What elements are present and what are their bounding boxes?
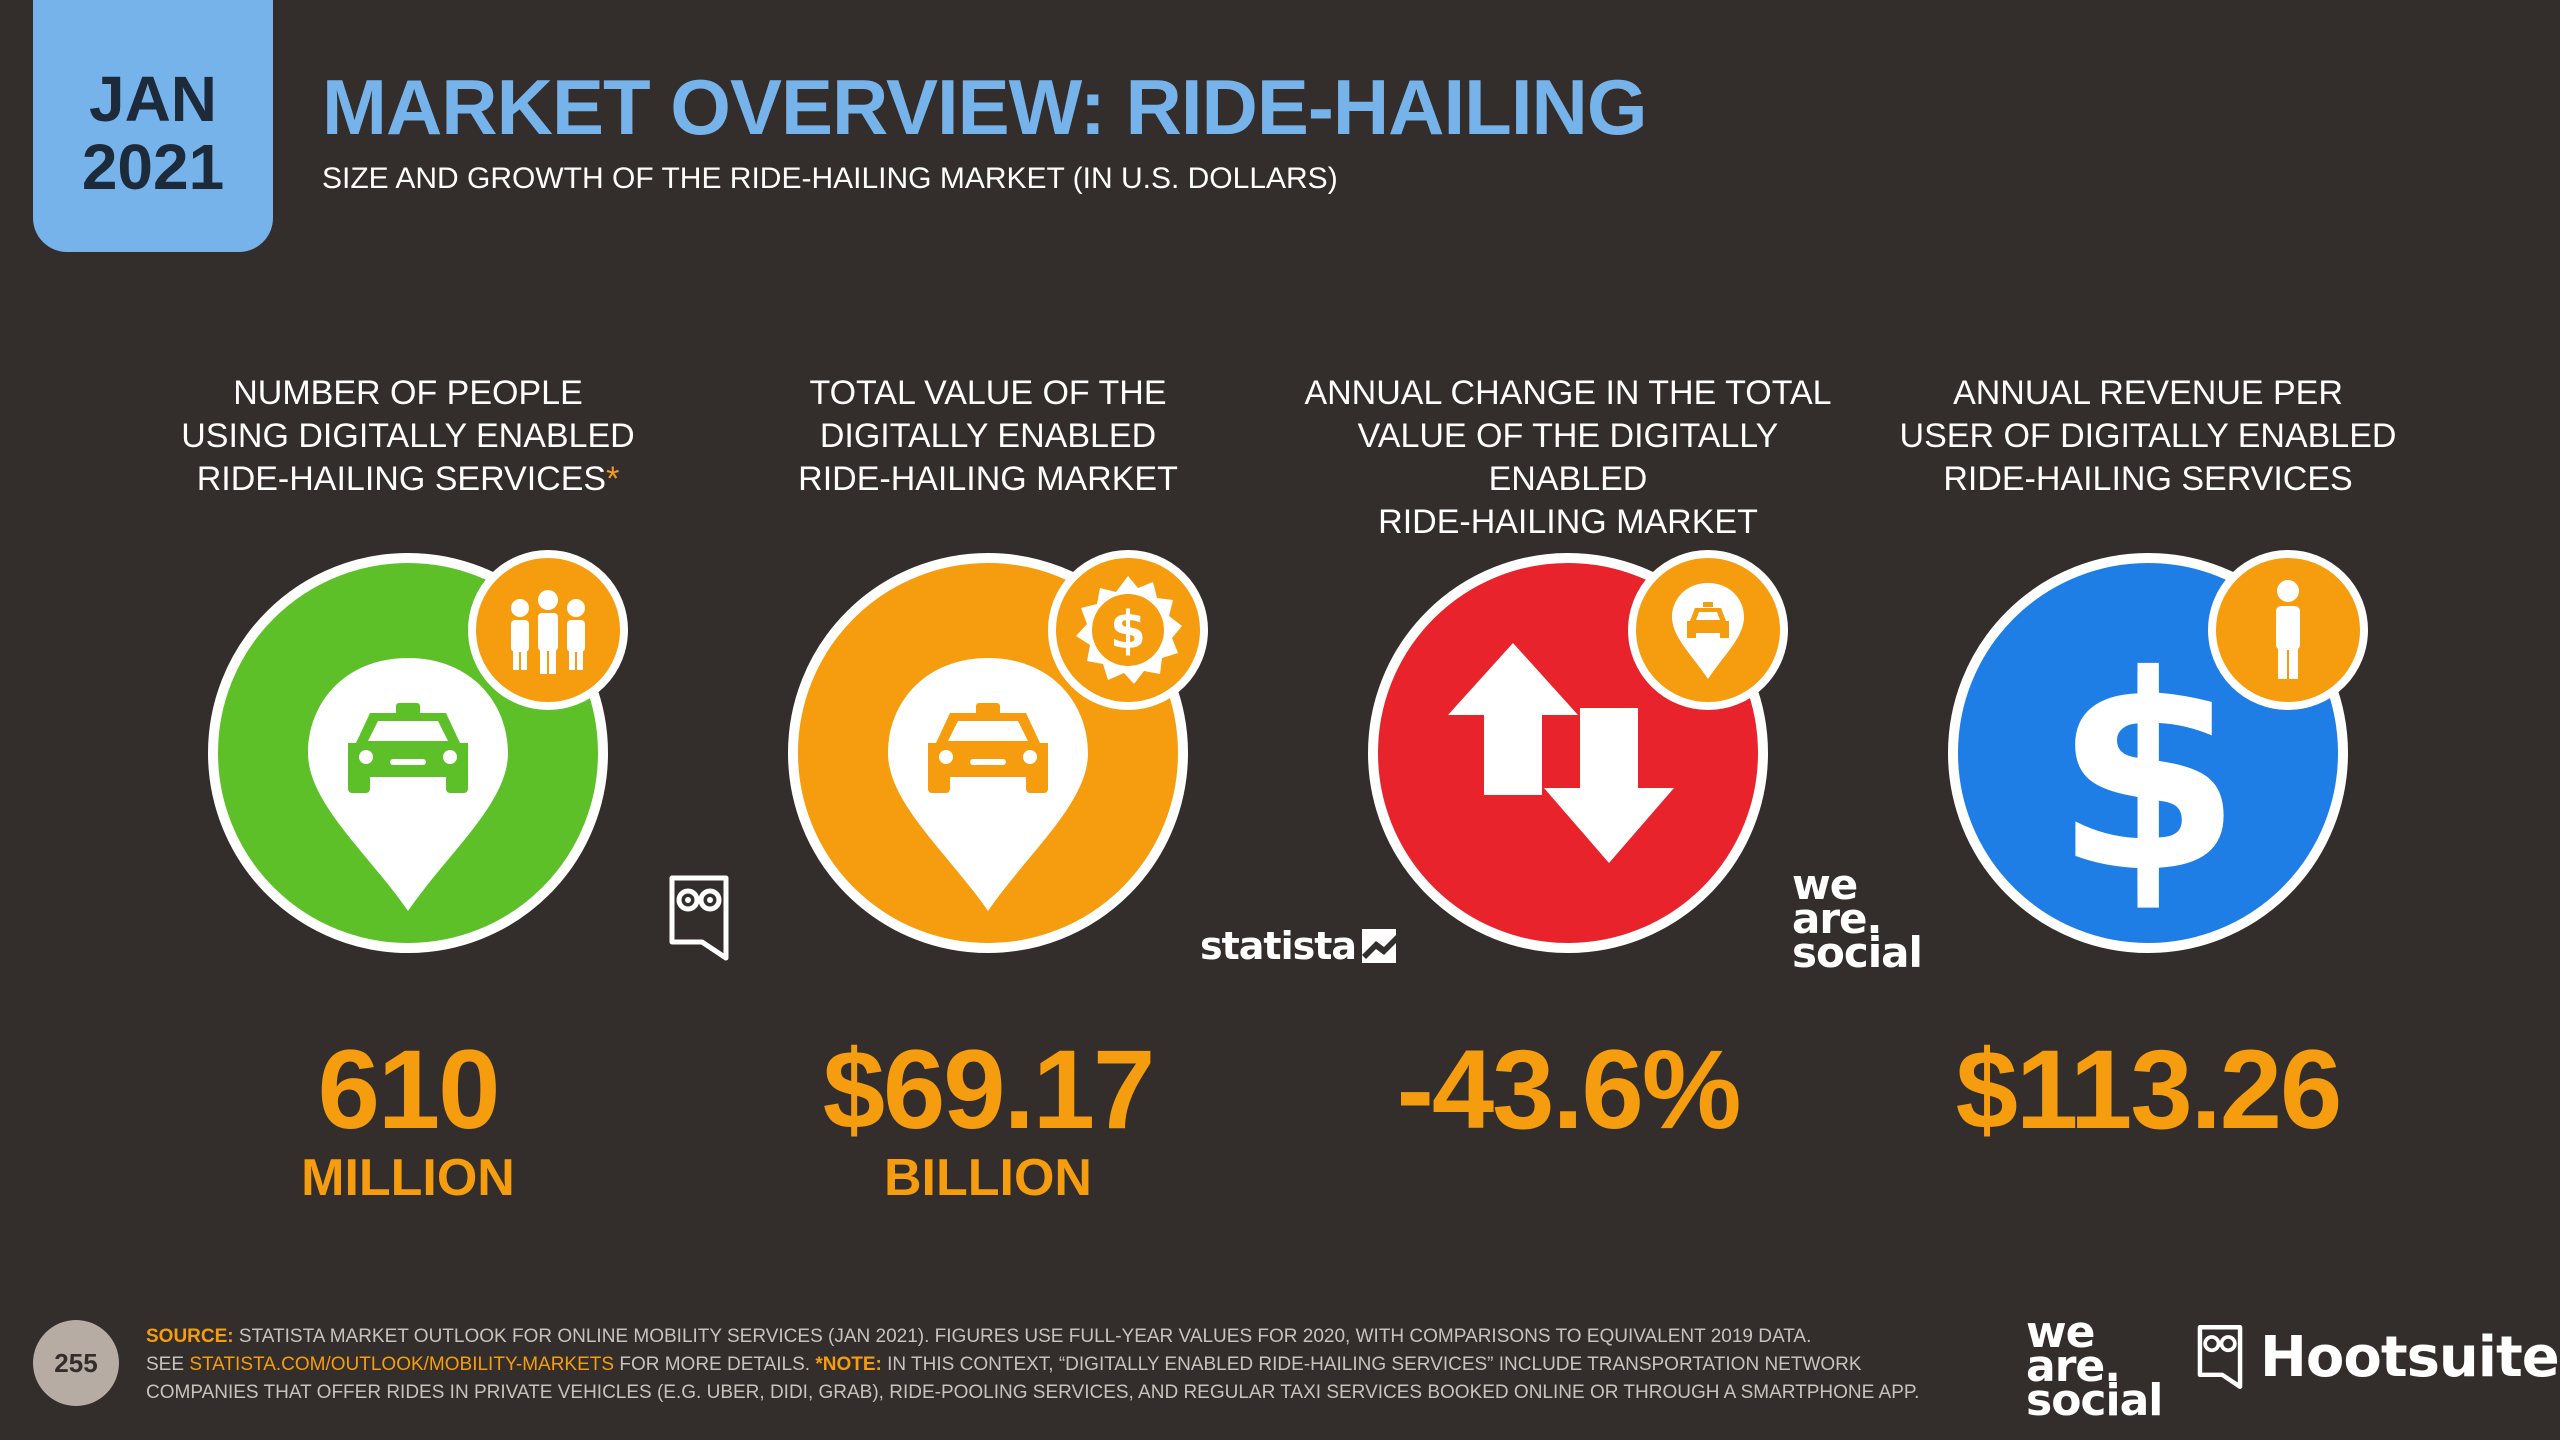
- dollar-badge-icon: $: [1076, 576, 1182, 684]
- people-icon: [511, 590, 585, 674]
- source-link[interactable]: STATISTA.COM/OUTLOOK/MOBILITY-MARKETS: [189, 1354, 615, 1375]
- page-title: MARKET OVERVIEW: RIDE-HAILING: [322, 63, 1647, 151]
- svg-text:$: $: [1110, 601, 1146, 661]
- owl-icon: [669, 875, 729, 961]
- stat-circle: $: [1948, 553, 2348, 953]
- stat-value: $69.17: [822, 1027, 1156, 1152]
- stat-badge: [468, 550, 628, 710]
- page-subtitle: SIZE AND GROWTH OF THE RIDE-HAILING MARK…: [322, 162, 1338, 195]
- stat-unit: BILLION: [884, 1149, 1092, 1207]
- stat-value: -43.6%: [1396, 1027, 1742, 1152]
- stat-label: TOTAL VALUE OF THE DIGITALLY ENABLED RID…: [798, 374, 1178, 498]
- stat-badge: [2208, 550, 2368, 710]
- dollar-sign-icon: $: [2054, 617, 2242, 932]
- stat-unit: MILLION: [301, 1149, 515, 1207]
- statista-mark-icon: [1362, 929, 1397, 963]
- stat-label: NUMBER OF PEOPLE USING DIGITALLY ENABLED…: [181, 374, 635, 498]
- svg-text:$: $: [2054, 617, 2242, 932]
- stat-label: ANNUAL REVENUE PER USER OF DIGITALLY ENA…: [1899, 374, 2397, 498]
- stat-circle: [1368, 553, 1768, 953]
- date-badge: JAN 2021: [33, 0, 273, 252]
- we-are-social-footer-logo: we are. social: [2026, 1307, 2163, 1426]
- stat-value: $113.26: [1955, 1027, 2343, 1152]
- stat-badge: $: [1048, 550, 1208, 710]
- stat-value: 610: [317, 1027, 501, 1152]
- up-down-arrows-icon: [1448, 643, 1674, 863]
- date-month: JAN: [88, 63, 218, 135]
- taxi-pin-icon: [308, 658, 508, 911]
- taxi-pin-icon: [888, 658, 1088, 911]
- date-year: 2021: [81, 131, 225, 203]
- page-number: 255: [33, 1320, 119, 1406]
- statista-logo: statista: [1200, 924, 1397, 968]
- hootsuite-owl-logo: [664, 872, 734, 969]
- stat-label: ANNUAL CHANGE IN THE TOTAL VALUE OF THE …: [1304, 374, 1832, 541]
- stat-badge: [1628, 550, 1788, 710]
- person-icon: [2276, 580, 2300, 679]
- we-are-social-logo: we are. social: [1792, 860, 1923, 977]
- taxi-pin-icon: [1672, 583, 1744, 679]
- source-note: SOURCE: STATISTA MARKET OUTLOOK FOR ONLI…: [146, 1326, 1920, 1403]
- owl-icon: [2197, 1325, 2243, 1389]
- hootsuite-footer-logo: Hootsuite: [2194, 1322, 2560, 1392]
